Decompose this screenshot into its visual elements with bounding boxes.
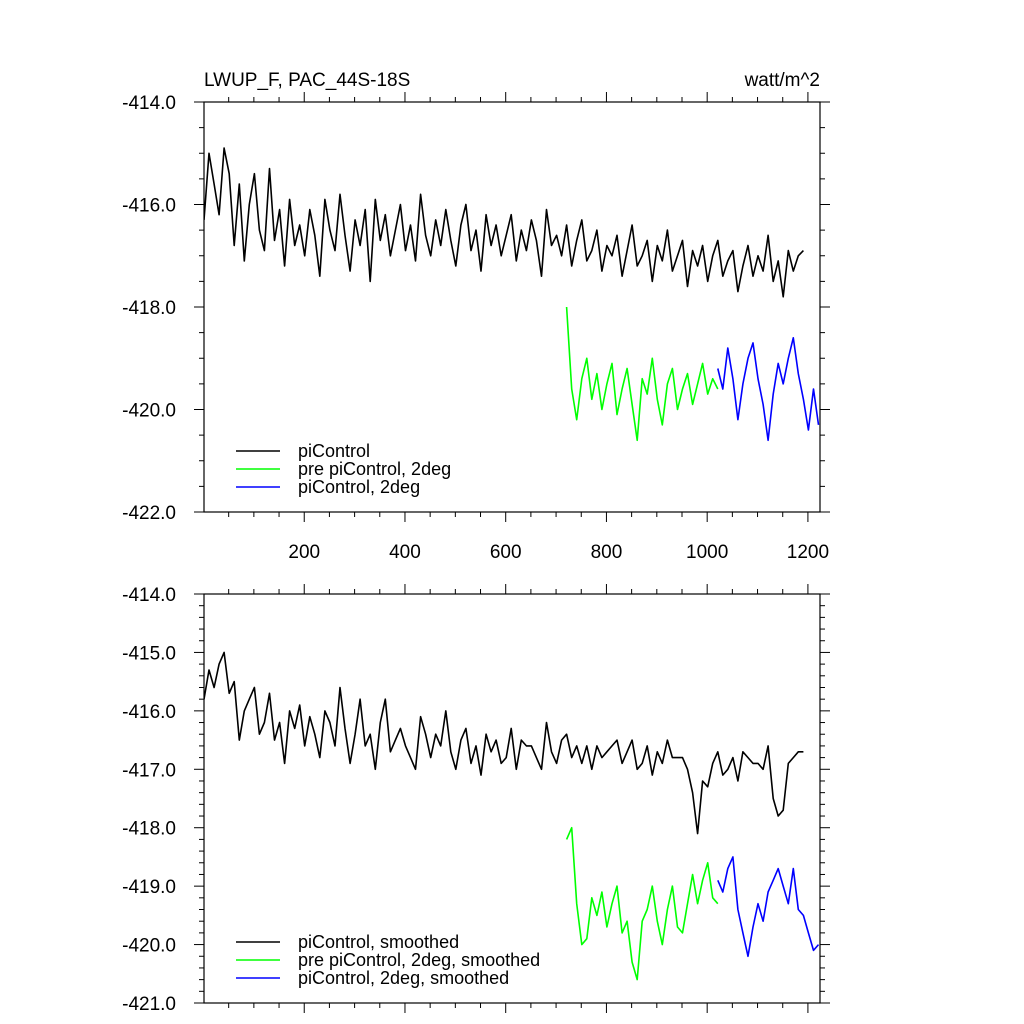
panel1-legend-label-1: pre piControl, 2deg, smoothed [298,950,540,970]
units-label: watt/m^2 [744,70,820,91]
panel1-y-tick-label: -418.0 [122,819,176,840]
panel0-x-tick-label: 200 [288,542,320,563]
panel0-x-tick-label: 1200 [787,542,829,563]
panel0-legend-label-0: piControl [298,441,370,461]
panel0-y-tick-label: -416.0 [122,196,176,217]
panel1-y-tick-label: -417.0 [122,760,176,781]
panel1-y-tick-label: -420.0 [122,936,176,957]
panel1-y-tick-label: -421.0 [122,994,176,1015]
panel0-x-tick-label: 600 [490,542,522,563]
panel1-y-tick-label: -415.0 [122,643,176,664]
panel1-series-line-1 [565,826,719,981]
panel1-legend-label-2: piControl, 2deg, smoothed [298,968,509,988]
panel0-x-tick-label: 400 [389,542,421,563]
figure-title: LWUP_F, PAC_44S-18S [204,70,410,91]
panel0-x-tick-label: 1000 [686,542,728,563]
panel1-series-line-0 [204,651,804,835]
panel1-y-tick-label: -419.0 [122,877,176,898]
panel0-legend-label-2: piControl, 2deg [298,477,420,497]
panel0-legend-label-1: pre piControl, 2deg [298,459,451,479]
panel1-series-line-2 [717,856,820,958]
panel1-plot-frame [203,593,821,1004]
top-panel: 200 400 600 800 1000 1200 -414.0 -416.0 -418.0 -4… [122,92,830,563]
panel0-series-line-0 [204,147,804,298]
panel0-x-tick-label: 800 [591,542,623,563]
panel0-y-tick-label: -418.0 [122,298,176,319]
panel0-y-tick-label: -414.0 [122,93,176,114]
panel0-series-line-1 [565,306,719,442]
panel0-series-line-2 [717,336,820,442]
bottom-panel: -414.0 -415.0 -416.0 -417.0 -418.0 -419.0 -420… [122,584,830,1015]
panel0-y-tick-label: -420.0 [122,401,176,422]
panel0-y-tick-label: -422.0 [122,503,176,524]
panel1-y-tick-label: -414.0 [122,585,176,606]
panel1-legend-label-0: piControl, smoothed [298,932,459,952]
panel1-y-tick-label: -416.0 [122,702,176,723]
